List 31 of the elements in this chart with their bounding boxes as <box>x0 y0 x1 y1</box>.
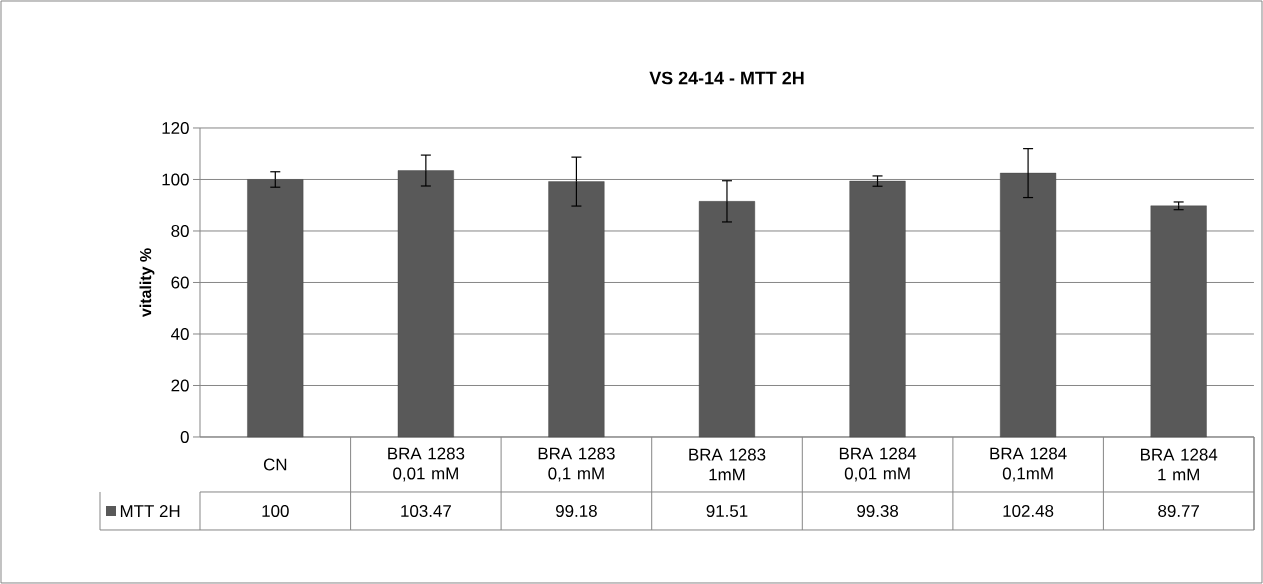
y-tick-label: 40 <box>171 327 189 340</box>
x-tick-label: BRA 1283 0,01 mM <box>388 447 465 482</box>
legend-label: MTT 2H <box>120 505 180 517</box>
data-label: 102.48 <box>1003 504 1054 517</box>
data-label: 99.38 <box>857 504 899 517</box>
bar <box>1150 205 1207 438</box>
bar <box>849 180 906 438</box>
y-tick-label: 100 <box>162 173 189 186</box>
chart-title: VS 24-14 - MTT 2H <box>649 71 804 85</box>
bar <box>247 179 304 438</box>
y-axis-title: vitality % <box>139 248 155 317</box>
bar <box>548 181 605 438</box>
data-label: 89.77 <box>1158 504 1200 517</box>
y-tick-label: 0 <box>180 430 189 443</box>
x-tick-label: BRA 1283 0,1 mM <box>538 447 615 482</box>
x-tick-label: CN <box>263 458 287 471</box>
x-tick-label: BRA 1284 0,1mM <box>990 447 1067 482</box>
bar <box>1000 172 1057 438</box>
y-tick-label: 80 <box>171 224 189 237</box>
data-label: 91.51 <box>706 504 748 517</box>
x-tick-label: BRA 1284 0,01 mM <box>839 447 917 482</box>
y-tick-label: 60 <box>171 276 189 289</box>
y-tick-label: 20 <box>171 379 189 392</box>
data-label: 99.18 <box>556 504 597 517</box>
data-label: 103.47 <box>401 504 451 517</box>
bar <box>698 201 756 438</box>
x-tick-label: BRA 1284 1 mM <box>1141 448 1218 481</box>
y-tick-label: 120 <box>162 121 189 134</box>
data-label: 100 <box>262 504 289 517</box>
x-tick-label: BRA 1283 1mM <box>689 448 766 481</box>
bar <box>397 170 454 438</box>
